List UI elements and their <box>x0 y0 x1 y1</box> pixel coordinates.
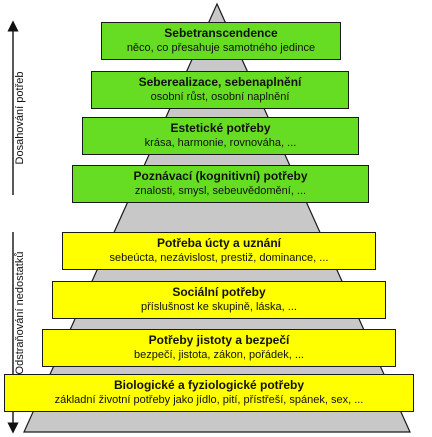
level-title: Sebetranscendence <box>164 26 278 40</box>
pyramid-level-1: Sebetranscendence něco, co přesahuje samo… <box>101 22 341 60</box>
pyramid-level-5: Potřeba úcty a uznání sebeúcta, nezávislo… <box>62 232 376 270</box>
level-title: Biologické a fyziologické potřeby <box>113 378 305 392</box>
level-description: příslušnost ke skupině, láska, ... <box>141 301 297 313</box>
level-title: Potřeby jistoty a bezpečí <box>148 333 290 347</box>
level-title: Estetické potřeby <box>170 121 271 135</box>
level-description: znalosti, smysl, sebeuvědomění, ... <box>134 185 307 197</box>
level-description: osobní růst, osobní naplnění <box>150 91 290 103</box>
pyramid-level-4: Poznávací (kognitivní) potřeby znalosti, … <box>72 165 369 203</box>
pyramid-level-7: Potřeby jistoty a bezpečí bezpečí, jistot… <box>42 329 396 367</box>
pyramid-level-8: Biologické a fyziologické potřeby základn… <box>4 374 414 412</box>
side-label-growth: Dosahování potřeb <box>14 71 26 165</box>
level-title: Sociální potřeby <box>172 285 266 299</box>
level-description: něco, co přesahuje samotného jedince <box>126 42 316 54</box>
level-description: sebeúcta, nezávislost, prestiž, dominanc… <box>109 252 329 264</box>
level-description: krása, harmonie, rovnováha, ... <box>144 137 297 149</box>
level-description: základní životní potřeby jako jídlo, pit… <box>54 394 364 406</box>
level-description: bezpečí, jistota, zákon, pořádek, ... <box>134 349 304 361</box>
pyramid-level-6: Sociální potřeby příslušnost ke skupině, … <box>52 281 386 319</box>
level-title: Poznávací (kognitivní) potřeby <box>133 169 308 183</box>
side-label-deficit: Odstraňování nedostatků <box>14 251 26 375</box>
level-title: Seberealizace, sebenaplnění <box>138 75 302 89</box>
pyramid-level-3: Estetické potřeby krása, harmonie, rovnov… <box>82 117 359 155</box>
pyramid-background <box>23 2 411 433</box>
pyramid-level-2: Seberealizace, sebenaplnění osobní růst, … <box>91 71 349 109</box>
level-title: Potřeba úcty a uznání <box>156 236 282 250</box>
